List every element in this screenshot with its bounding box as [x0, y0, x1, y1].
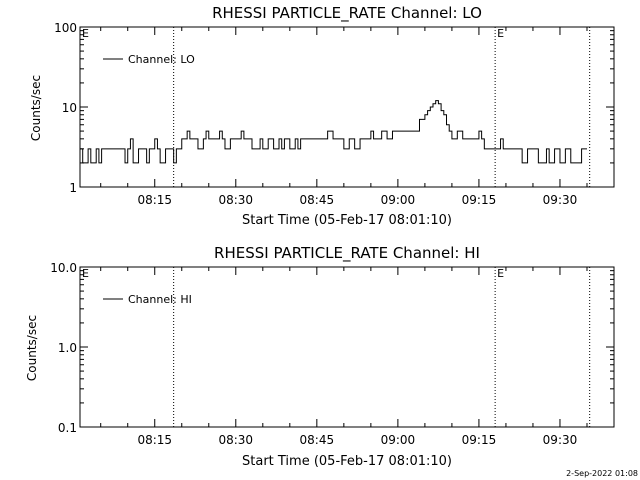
x-ticks: 08:15 08:30 08:45 09:00 09:15 09:30: [100, 267, 615, 447]
y-ticks: 0.1 1.0 10.0: [50, 261, 614, 435]
y-tick-label: 10.0: [50, 261, 77, 275]
event-markers: E: [173, 27, 591, 187]
panel-lo: RHESSI PARTICLE_RATE Channel: LO 08:15 08…: [29, 4, 615, 228]
corner-e-label: E: [82, 267, 89, 280]
x-tick-label: 08:45: [300, 433, 335, 447]
x-ticks: 08:15 08:30 08:45 09:00 09:15 09:30: [100, 27, 615, 207]
chart-title: RHESSI PARTICLE_RATE Channel: LO: [212, 4, 482, 23]
x-tick-label: 09:15: [462, 193, 497, 207]
y-tick-label: 0.1: [58, 421, 77, 435]
x-tick-label: 08:30: [218, 433, 253, 447]
y-axis-label: Counts/sec: [25, 315, 39, 381]
y-ticks: 1 10 100: [54, 21, 614, 195]
y-tick-label: 10: [62, 101, 77, 115]
footer-date: 2-Sep-2022 01:08: [566, 469, 638, 478]
x-tick-label: 09:30: [543, 433, 578, 447]
event-marker-label: E: [497, 27, 504, 40]
series-line-lo: [80, 100, 587, 164]
event-marker-label: E: [497, 267, 504, 280]
chart-title: RHESSI PARTICLE_RATE Channel: HI: [214, 244, 480, 263]
y-tick-label: 1.0: [58, 341, 77, 355]
x-tick-label: 08:15: [137, 193, 172, 207]
x-tick-label: 09:15: [462, 433, 497, 447]
corner-e-label: E: [82, 27, 89, 40]
x-tick-label: 09:30: [543, 193, 578, 207]
x-tick-label: 08:30: [218, 193, 253, 207]
x-axis-label: Start Time (05-Feb-17 08:01:10): [242, 213, 452, 228]
x-tick-label: 08:15: [137, 433, 172, 447]
y-axis-label: Counts/sec: [29, 75, 43, 141]
y-tick-label: 100: [54, 21, 77, 35]
legend-label: Channel: LO: [128, 53, 195, 66]
panel-hi: RHESSI PARTICLE_RATE Channel: HI 08:15 08…: [25, 244, 615, 469]
x-tick-label: 08:45: [300, 193, 335, 207]
plot-frame: [79, 266, 615, 428]
y-tick-label: 1: [69, 181, 77, 195]
x-tick-label: 09:00: [381, 433, 416, 447]
x-axis-label: Start Time (05-Feb-17 08:01:10): [242, 454, 452, 469]
event-markers: E: [173, 267, 591, 427]
x-tick-label: 09:00: [381, 193, 416, 207]
legend-label: Channel: HI: [128, 293, 192, 306]
